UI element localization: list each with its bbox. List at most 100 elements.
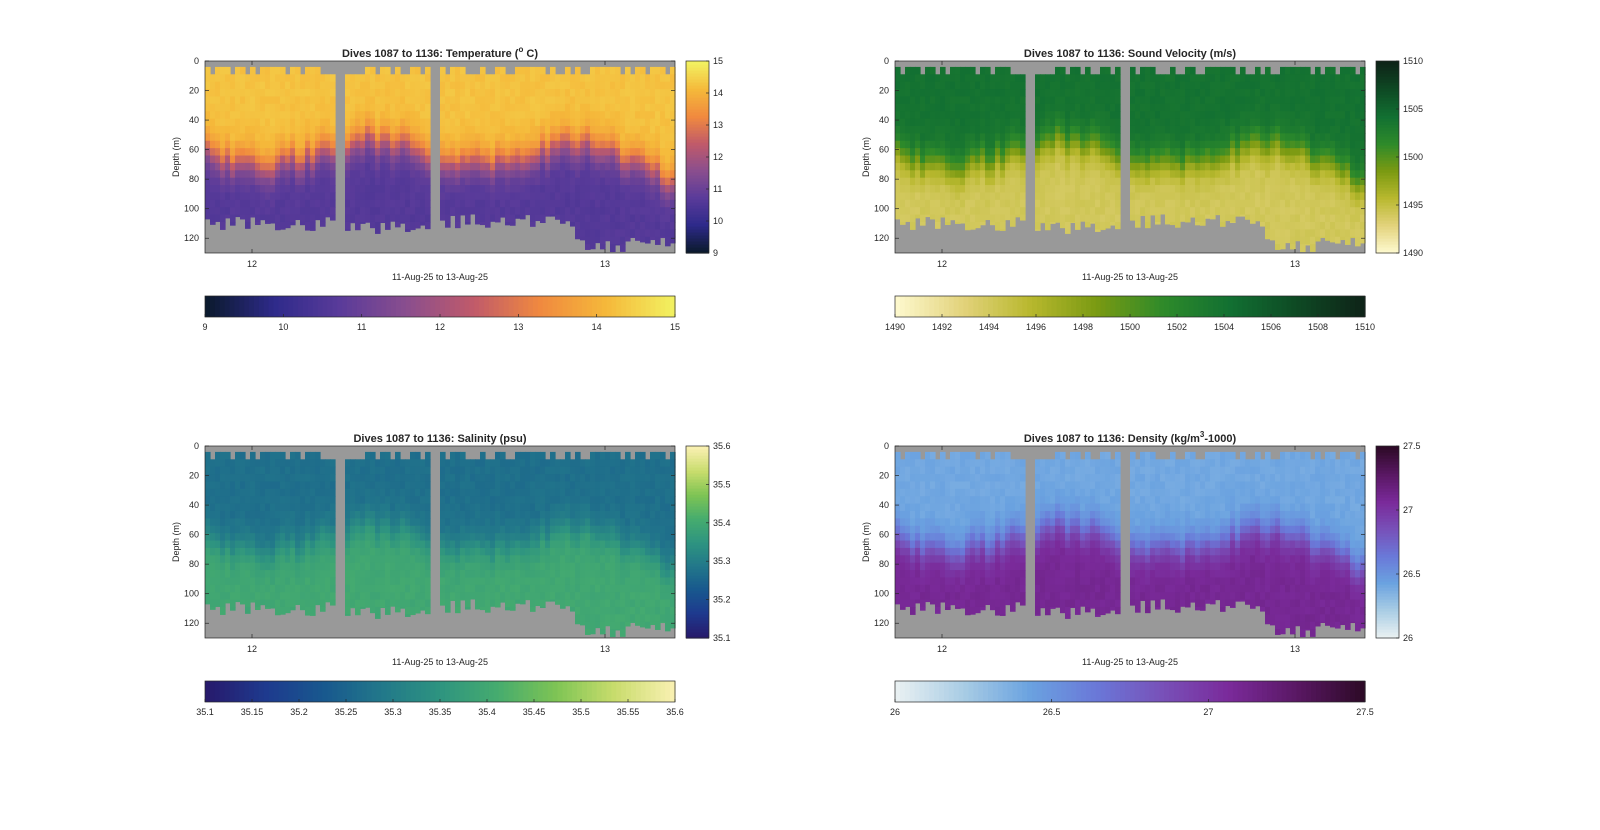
colorbar-swatch (1036, 296, 1043, 317)
heatmap-cell (1055, 81, 1061, 90)
heatmap-cell (1300, 177, 1306, 186)
heatmap-cell (990, 125, 996, 134)
heatmap-cell (370, 103, 376, 112)
colorbar-swatch (686, 229, 709, 233)
colorbar-swatch (577, 296, 583, 317)
heatmap-cell (1000, 81, 1006, 90)
heatmap-cell (1345, 244, 1351, 245)
heatmap-cell (325, 496, 331, 505)
colorbar-swatch (1376, 97, 1399, 101)
heatmap-cell (1305, 125, 1311, 134)
heatmap-cell (1290, 192, 1296, 201)
heatmap-cell (1225, 199, 1231, 208)
heatmap-cell (330, 148, 336, 157)
heatmap-cell (615, 118, 621, 127)
heatmap-cell (500, 103, 506, 112)
heatmap-cell (995, 111, 1001, 120)
heatmap-cell (230, 207, 236, 216)
heatmap-cell (1110, 81, 1116, 90)
heatmap-cell (595, 162, 601, 171)
heatmap-cell (400, 74, 406, 83)
heatmap-cell (1290, 89, 1296, 98)
heatmap-cell (555, 125, 561, 134)
colorbar-swatch (1376, 202, 1399, 206)
colorbar-swatch (459, 296, 466, 317)
heatmap-cell (380, 170, 386, 179)
heatmap-cell (310, 207, 316, 216)
heatmap-cell (1250, 140, 1256, 149)
heatmap-cell (270, 466, 276, 475)
heatmap-cell (485, 192, 491, 201)
heatmap-cell (330, 496, 336, 505)
heatmap-cell (1190, 111, 1196, 120)
heatmap-cell (480, 111, 486, 120)
heatmap-cell (935, 81, 941, 90)
heatmap-cell (895, 207, 901, 216)
heatmap-cell (320, 540, 326, 549)
heatmap-cell (230, 221, 236, 226)
heatmap-cell (1285, 162, 1291, 171)
colorbar-swatch (1174, 296, 1180, 317)
heatmap-cell (970, 177, 976, 186)
heatmap-cell (420, 74, 426, 83)
heatmap-cell (375, 118, 381, 127)
heatmap-cell (375, 185, 381, 194)
heatmap-cell (560, 118, 566, 127)
heatmap-cell (925, 185, 931, 194)
heatmap-cell (580, 74, 586, 83)
heatmap-cell (1310, 199, 1316, 208)
heatmap-cell (615, 96, 621, 105)
heatmap-cell (1290, 66, 1296, 75)
heatmap-cell (215, 503, 221, 512)
heatmap-cell (230, 185, 236, 194)
heatmap-cell (330, 488, 336, 497)
heatmap-cell (530, 74, 536, 83)
colorbar-tick-label: 15 (670, 322, 680, 332)
heatmap-cell (615, 229, 621, 238)
heatmap-cell (670, 236, 676, 244)
heatmap-cell (1015, 155, 1021, 164)
heatmap-cell (300, 170, 306, 179)
heatmap-cell (230, 214, 236, 223)
heatmap-cell (970, 162, 976, 171)
heatmap-cell (1320, 81, 1326, 90)
heatmap-cell (1270, 118, 1276, 127)
heatmap-cell (365, 148, 371, 157)
heatmap-cell (1320, 125, 1326, 134)
heatmap-cell (1145, 89, 1151, 98)
heatmap-cell (1040, 155, 1046, 164)
heatmap-cell (1285, 155, 1291, 164)
heatmap-cell (300, 459, 306, 468)
heatmap-cell (280, 606, 286, 615)
heatmap-cell (545, 125, 551, 134)
heatmap-cell (1205, 155, 1211, 164)
heatmap-cell (270, 540, 276, 549)
heatmap-cell (945, 118, 951, 127)
heatmap-cell (1010, 81, 1016, 90)
heatmap-cell (1140, 177, 1146, 186)
heatmap-cell (220, 459, 226, 468)
heatmap-cell (350, 155, 356, 164)
heatmap-cell (450, 96, 456, 105)
heatmap-cell (635, 199, 641, 208)
heatmap-cell (570, 103, 576, 112)
heatmap-cell (525, 170, 531, 179)
colorbar-swatch (924, 296, 930, 317)
heatmap-cell (285, 74, 291, 83)
heatmap-cell (240, 562, 246, 571)
colorbar-swatch (686, 196, 709, 200)
heatmap-cell (1165, 133, 1171, 142)
heatmap-cell (400, 103, 406, 112)
heatmap-cell (390, 96, 396, 105)
heatmap-cell (1325, 81, 1331, 90)
heatmap-cell (610, 133, 616, 142)
heatmap-cell (620, 125, 626, 134)
colorbar-swatch (686, 184, 709, 188)
heatmap-cell (530, 185, 536, 194)
heatmap-cell (240, 185, 246, 194)
heatmap-cell (1065, 103, 1071, 112)
heatmap-cell (210, 111, 216, 120)
heatmap-cell (450, 66, 456, 75)
heatmap-cell (220, 466, 226, 475)
heatmap-cell (1075, 192, 1081, 201)
